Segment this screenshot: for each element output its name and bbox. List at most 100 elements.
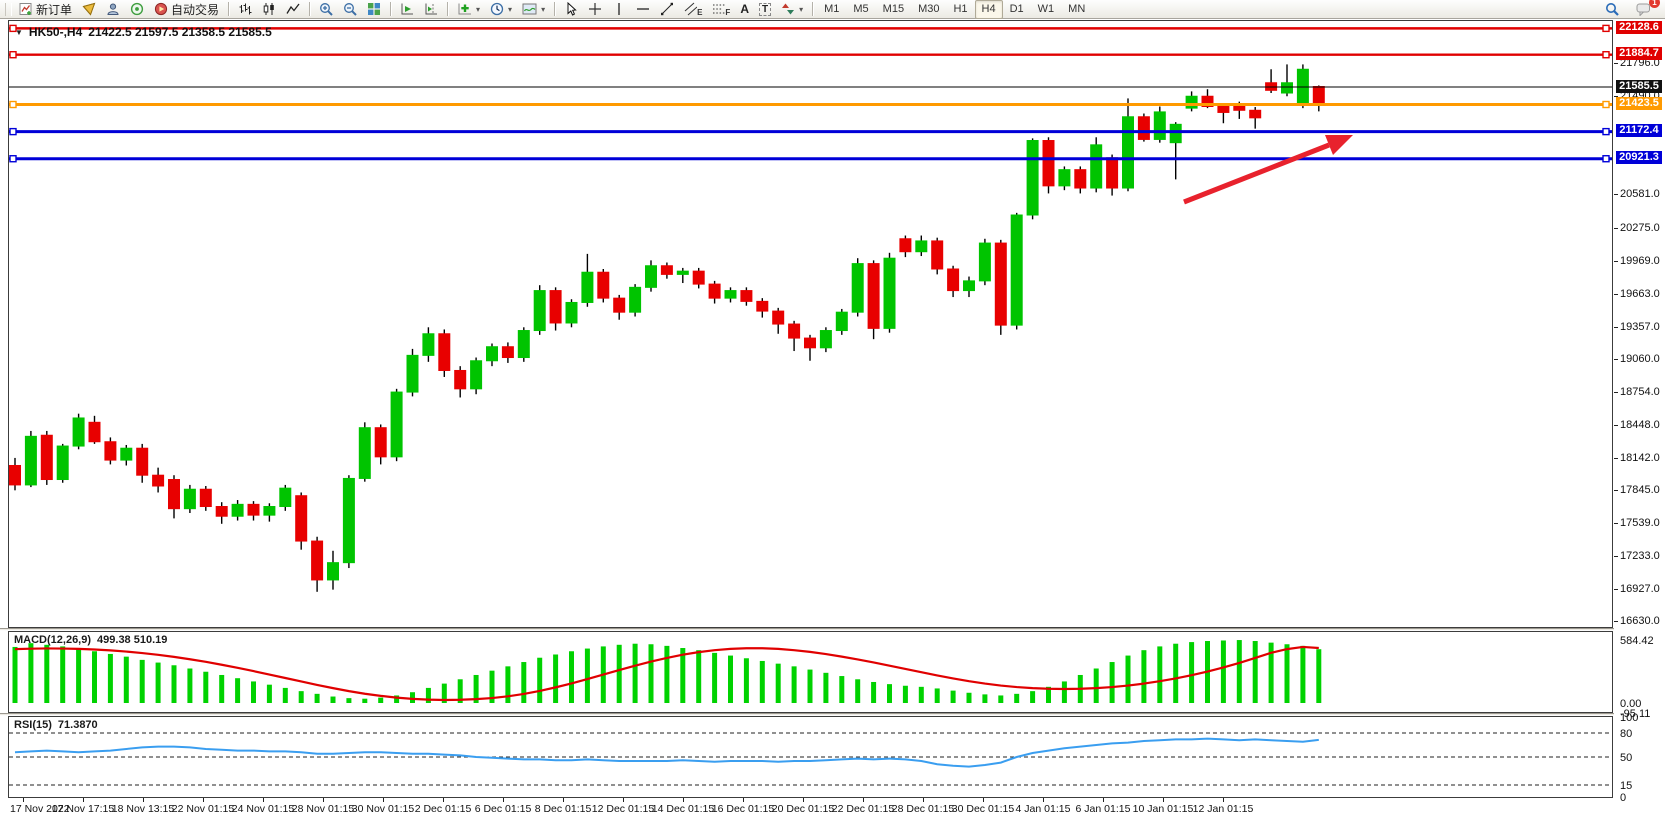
chevron-down-icon[interactable]: ▾ bbox=[476, 4, 481, 14]
time-label: 22 Nov 01:15 bbox=[171, 803, 235, 815]
bull-candle bbox=[963, 280, 975, 292]
timeframe-h4[interactable]: H4 bbox=[974, 0, 1003, 19]
line-chart-icon bbox=[286, 3, 300, 14]
profile-button[interactable] bbox=[101, 0, 125, 19]
macd-histogram-bar bbox=[1109, 662, 1115, 703]
rsi-scale-label: 50 bbox=[1620, 752, 1633, 764]
trend-arrow-head[interactable] bbox=[1325, 135, 1353, 155]
timeframe-m15[interactable]: M15 bbox=[882, 3, 905, 15]
line-anchor-marker[interactable] bbox=[9, 155, 17, 163]
trend-arrow-line[interactable] bbox=[1183, 142, 1330, 205]
timeframe-d1[interactable]: D1 bbox=[1009, 3, 1024, 15]
line-anchor-marker[interactable] bbox=[9, 100, 17, 109]
vline-button[interactable] bbox=[607, 0, 631, 19]
fibonacci-button[interactable]: F bbox=[707, 0, 735, 19]
macd-histogram-bar bbox=[934, 688, 940, 703]
chart-shift-button[interactable] bbox=[419, 0, 443, 19]
bull-candle bbox=[231, 503, 244, 517]
panel-splitter[interactable] bbox=[0, 713, 1665, 716]
new-order-button[interactable]: 新订单 bbox=[14, 0, 77, 19]
line-anchor-marker[interactable] bbox=[1602, 51, 1610, 59]
macd-signal-line bbox=[14, 645, 1319, 702]
bear-candle bbox=[804, 337, 816, 349]
candlestick-button[interactable] bbox=[257, 0, 281, 19]
crosshair-button[interactable] bbox=[583, 0, 607, 19]
template-button[interactable]: ▾ bbox=[517, 0, 550, 19]
funnel-button[interactable] bbox=[77, 0, 101, 19]
periods-button[interactable]: ▾ bbox=[485, 0, 517, 19]
price-chart-canvas[interactable] bbox=[9, 21, 1612, 627]
time-label: 30 Nov 01:15 bbox=[351, 803, 415, 815]
arrows-button[interactable]: ▾ bbox=[776, 0, 808, 19]
macd-histogram-bar bbox=[251, 681, 256, 703]
chart-shift-icon bbox=[425, 3, 438, 15]
timeframe-h1[interactable]: H1 bbox=[953, 3, 968, 15]
text-button[interactable]: A bbox=[735, 0, 754, 19]
search-button[interactable] bbox=[1600, 0, 1625, 19]
zoom-out-button[interactable] bbox=[338, 0, 362, 19]
time-label: 24 Nov 01:15 bbox=[231, 803, 295, 815]
bear-candle bbox=[168, 479, 180, 510]
bear-candle bbox=[152, 474, 165, 487]
rsi-panel[interactable]: RSI(15) 71.3870 bbox=[8, 716, 1613, 798]
timeframe-m1[interactable]: M1 bbox=[824, 3, 840, 15]
macd-histogram-bar bbox=[1220, 640, 1226, 703]
line-anchor-marker[interactable] bbox=[1602, 155, 1610, 163]
macd-canvas[interactable] bbox=[9, 632, 1612, 712]
time-label: 12 Jan 01:15 bbox=[1192, 803, 1254, 815]
line-anchor-marker[interactable] bbox=[1602, 127, 1610, 136]
axis-tick bbox=[1614, 621, 1618, 623]
timeframe-w1[interactable]: W1 bbox=[1037, 3, 1055, 15]
bull-candle bbox=[390, 391, 403, 458]
time-scale[interactable]: 17 Nov 2022 17 Nov 17:15 18 Nov 13:15 22 No… bbox=[8, 798, 1613, 816]
channel-button[interactable]: E bbox=[679, 0, 707, 19]
indicators-button[interactable]: ▾ bbox=[452, 0, 485, 19]
bear-candle bbox=[788, 323, 801, 339]
line-anchor-marker[interactable] bbox=[1602, 24, 1610, 33]
autotrading-button[interactable]: 自动交易 bbox=[149, 0, 224, 19]
tile-windows-button[interactable] bbox=[362, 0, 386, 19]
line-anchor-marker[interactable] bbox=[9, 24, 17, 33]
signal-button[interactable] bbox=[125, 0, 149, 19]
axis-tick bbox=[1614, 326, 1618, 328]
timeframe-mn[interactable]: MN bbox=[1068, 3, 1086, 15]
line-chart-button[interactable] bbox=[281, 0, 305, 19]
timeframe-m30[interactable]: M30 bbox=[918, 3, 940, 15]
macd-histogram-bar bbox=[712, 652, 718, 703]
bear-candle bbox=[40, 434, 53, 481]
label-button[interactable]: T bbox=[754, 0, 776, 19]
trendline-button[interactable] bbox=[655, 0, 679, 19]
chevron-down-icon[interactable]: ▾ bbox=[508, 4, 513, 14]
rsi-canvas[interactable] bbox=[9, 717, 1612, 797]
price-chart-panel[interactable]: ▼ HK50-,H4 21422.5 21597.5 21358.5 21585… bbox=[8, 20, 1613, 628]
macd-histogram-bar bbox=[394, 695, 400, 703]
line-anchor-marker[interactable] bbox=[9, 127, 17, 136]
bar-chart-button[interactable] bbox=[233, 0, 257, 19]
time-tick bbox=[803, 798, 804, 802]
axis-tick bbox=[1614, 293, 1618, 295]
hline-button[interactable] bbox=[631, 0, 655, 19]
bear-candle bbox=[947, 268, 960, 292]
time-tick bbox=[23, 798, 24, 802]
timeframe-m5[interactable]: M5 bbox=[853, 3, 869, 15]
line-anchor-marker[interactable] bbox=[1602, 100, 1610, 109]
time-tick bbox=[1103, 798, 1104, 802]
macd-panel[interactable]: MACD(12,26,9) 499.38 510.19 bbox=[8, 631, 1613, 713]
line-anchor-marker[interactable] bbox=[9, 51, 17, 59]
notifications-button[interactable]: 1 bbox=[1631, 0, 1660, 19]
cursor-button[interactable] bbox=[559, 0, 583, 19]
bull-candle bbox=[565, 301, 578, 324]
bull-candle bbox=[406, 354, 419, 393]
zoom-in-button[interactable] bbox=[314, 0, 338, 19]
toolbar-grip[interactable] bbox=[5, 2, 12, 16]
chevron-down-icon[interactable]: ▾ bbox=[541, 4, 546, 14]
price-scale[interactable]: 21796.021490.020581.020275.019969.019663… bbox=[1614, 20, 1665, 815]
chevron-down-icon[interactable]: ▾ bbox=[799, 4, 804, 14]
auto-scroll-button[interactable] bbox=[395, 0, 419, 19]
toolbar-separator bbox=[390, 2, 392, 16]
chart-dropdown-icon[interactable]: ▼ bbox=[15, 27, 23, 37]
panel-splitter[interactable] bbox=[0, 628, 1665, 631]
axis-tick bbox=[1614, 522, 1618, 524]
time-label: 6 Jan 01:15 bbox=[1075, 803, 1131, 815]
